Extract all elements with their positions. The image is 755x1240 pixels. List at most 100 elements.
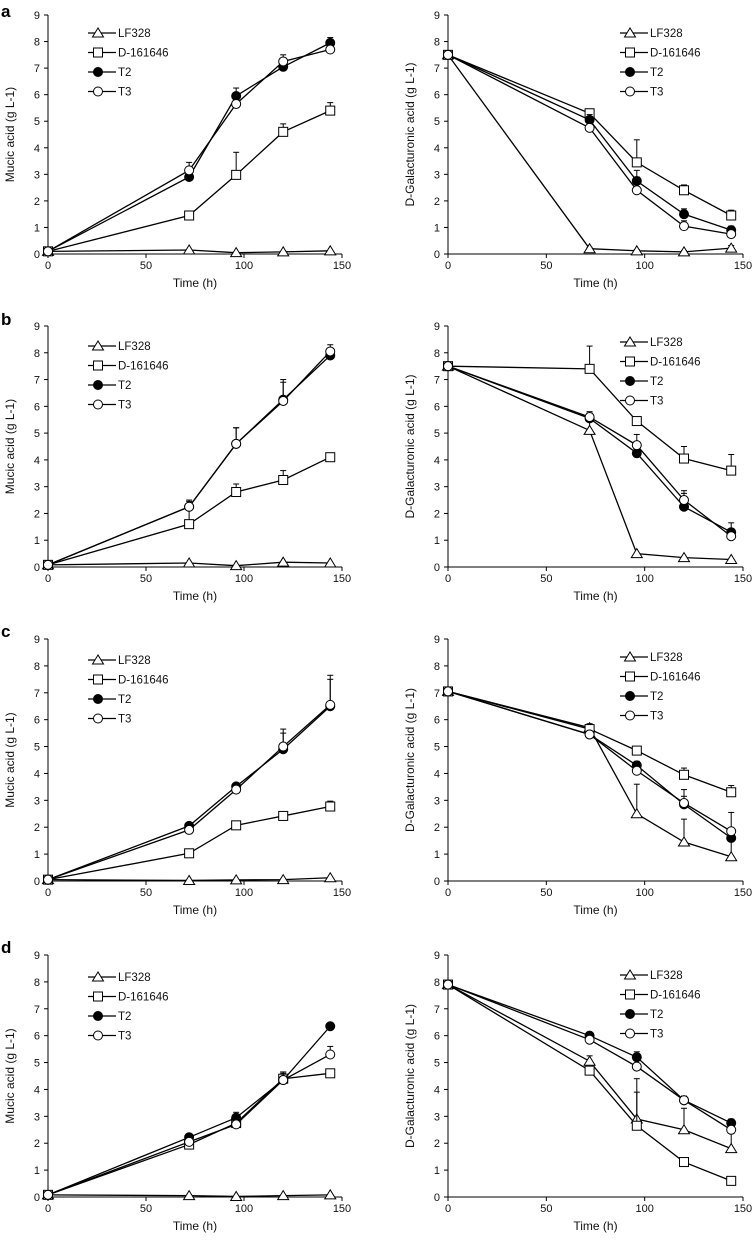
data-point [325,44,336,55]
y-tick-label: 8 [434,348,440,360]
series-line [447,983,732,1124]
legend-marker [91,654,105,665]
data-point [278,126,289,137]
series-lf328 [41,556,337,571]
y-tick-label: 7 [34,63,40,75]
data-point [679,185,689,196]
legend-marker [625,395,635,406]
series-t2 [443,361,737,538]
y-tick-label: 7 [434,1004,440,1016]
data-point [631,1061,642,1072]
legend-marker [91,27,105,38]
data-point [726,826,737,837]
data-point [584,1065,595,1076]
series-t3 [43,44,336,257]
series-lf328 [41,871,337,885]
legend-label: LF328 [118,341,151,353]
series-lf328 [441,48,738,257]
data-point [584,363,595,374]
y-tick-label: 7 [34,375,40,387]
data-point [583,424,596,435]
legend-label: LF328 [650,28,683,40]
data-point [231,98,242,109]
legend-marker [93,694,103,704]
y-tick-label: 2 [434,1138,440,1150]
chart-b-mucic: 0 1 2 3 4 5 6 7 8 9 0 50 100 150 Time (h) Mucic acid (g… [3,321,351,603]
series-line [447,54,732,235]
data-point [726,229,737,240]
x-axis-label: Time (h) [173,276,217,290]
x-tick-label: 150 [734,260,752,272]
x-tick-label: 150 [734,887,752,899]
y-tick-label: 6 [34,715,40,727]
chart-c-mucic: 0 1 2 3 4 5 6 7 8 9 0 50 100 150 Time (h) Mucic acid (g… [3,634,351,917]
legend-marker [93,360,103,371]
data-point [679,495,689,506]
x-tick-label: 0 [445,260,451,272]
y-tick-label: 5 [434,116,440,128]
legend-label: T3 [650,87,663,99]
series-lf328 [441,360,738,565]
legend-label: T3 [118,87,131,99]
x-axis-label: Time (h) [173,1219,217,1233]
series-t3 [443,49,737,240]
y-axis-label: Mucic acid (g L-1) [3,87,17,182]
data-point [443,686,453,697]
legend-marker [93,380,103,390]
data-point [726,787,737,798]
series-t3 [43,1045,336,1200]
legend-marker [623,27,637,38]
legend-marker [93,67,103,77]
y-tick-label: 0 [434,1192,440,1204]
data-point [278,395,289,406]
legend-marker [91,971,105,982]
data-point [584,122,595,133]
y-tick-label: 5 [434,428,440,440]
data-point [630,244,644,256]
legend-marker [91,340,105,351]
y-tick-label: 2 [34,196,40,208]
legend-label: T3 [118,1031,131,1043]
data-point [679,798,689,809]
series-line [447,54,732,253]
series-t3 [43,344,336,570]
data-point [184,1136,195,1147]
y-tick-label: 5 [34,116,40,128]
x-axis-label: Time (h) [173,589,217,603]
y-tick-label: 2 [434,508,440,520]
x-tick-label: 150 [734,1203,752,1215]
data-point [325,452,336,463]
y-axis-label: D-Galacturonic acid (g L-1) [403,1004,417,1148]
x-tick-label: 100 [235,1203,253,1215]
y-tick-label: 8 [34,977,40,989]
data-point [229,559,243,571]
data-point [726,210,737,221]
data-point [631,157,642,168]
y-tick-label: 5 [34,428,40,440]
x-tick-label: 0 [445,573,451,585]
data-point [231,784,242,795]
chart-c-galacturonic: 0 1 2 3 4 5 6 7 8 9 0 50 100 150 Time (h) D-Galacturoni… [403,634,752,917]
x-tick-label: 50 [140,887,152,899]
x-axis-label: Time (h) [573,276,617,290]
legend-label: D-161646 [650,48,701,60]
y-tick-label: 4 [34,143,40,155]
data-point [229,1190,243,1201]
chart-a-mucic: 0 1 2 3 4 5 6 7 8 9 0 50 100 150 Time (h) Mucic acid (g… [3,10,351,290]
legend: LF328 D-161646 T2 T3 [620,27,701,99]
data-point [43,559,53,570]
panel-letters: a b c d [1,2,11,957]
series-t2 [43,348,336,570]
data-point [184,848,195,859]
series-line [447,54,732,231]
y-tick-label: 9 [434,634,440,646]
series-t2 [443,686,737,843]
data-point [278,474,289,485]
series-t3 [443,979,737,1135]
legend: LF328 D-161646 T2 T3 [620,336,701,408]
data-point [323,871,337,883]
y-tick-label: 2 [434,822,440,834]
legend-label: T2 [650,691,663,703]
y-tick-label: 0 [34,249,40,261]
y-axis-label: D-Galacturonic acid (g L-1) [403,374,417,518]
